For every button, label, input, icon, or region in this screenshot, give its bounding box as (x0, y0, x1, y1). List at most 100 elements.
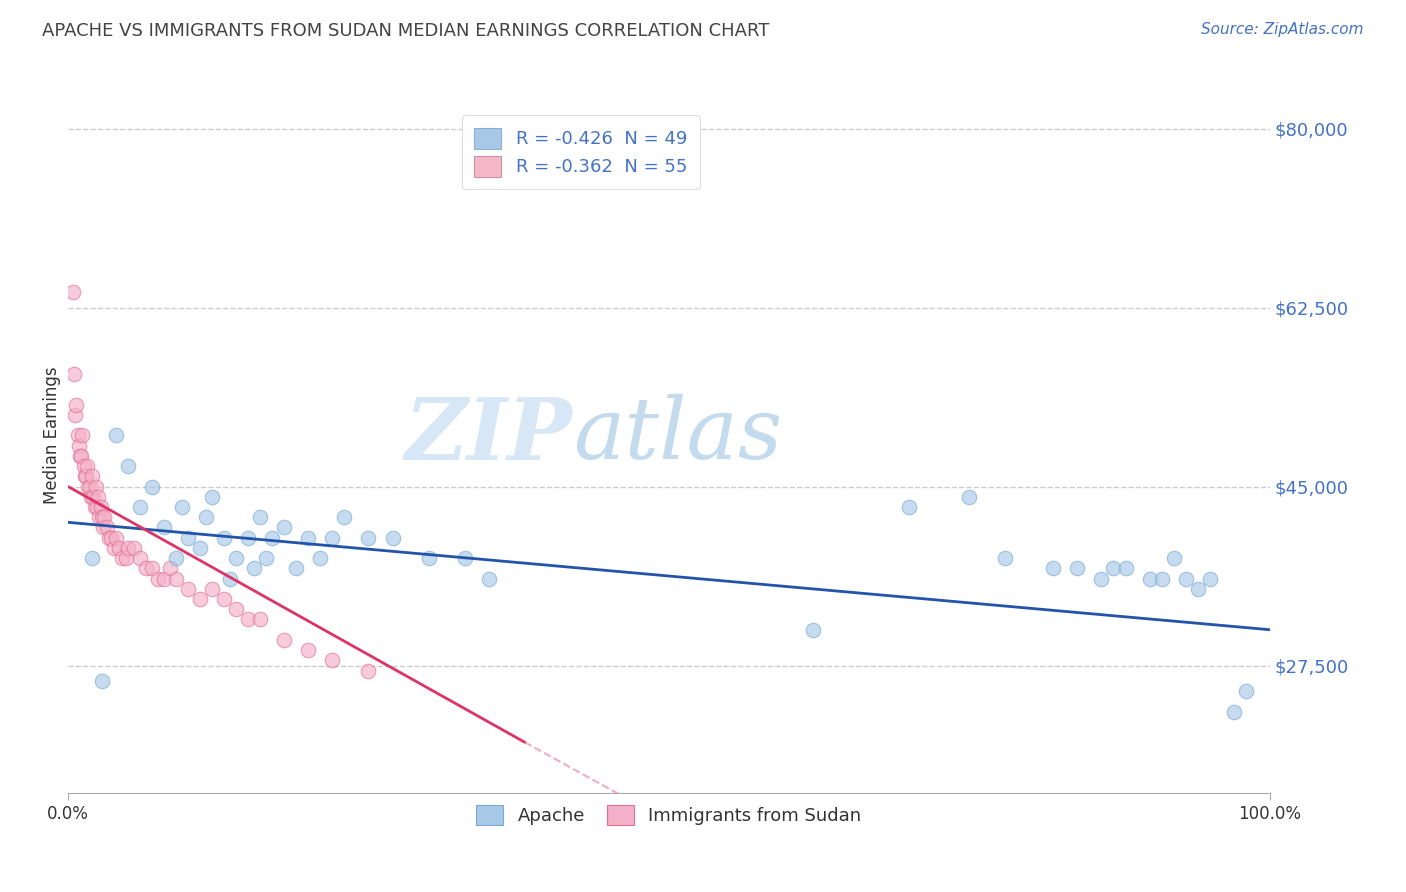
Point (321, 653, 343, 667)
Point (117, 459, 139, 474)
Point (103, 541, 125, 555)
Point (105, 428, 128, 442)
Point (195, 510, 218, 524)
Point (72, 428, 94, 442)
Point (254, 551, 277, 566)
Point (214, 592, 236, 607)
Point (225, 602, 247, 616)
Point (114, 551, 136, 566)
Point (93, 510, 115, 524)
Point (201, 582, 224, 596)
Point (478, 572, 501, 586)
Point (214, 531, 236, 545)
Point (898, 500, 921, 514)
Point (141, 561, 163, 575)
Point (249, 612, 271, 626)
Point (225, 551, 247, 566)
Point (1150, 572, 1173, 586)
Point (177, 531, 200, 545)
Point (91, 520, 114, 534)
Point (297, 643, 319, 657)
Point (159, 561, 181, 575)
Point (90, 673, 112, 688)
Point (129, 551, 152, 566)
Point (89, 500, 111, 514)
Point (82, 469, 104, 483)
Point (333, 510, 356, 524)
Point (1187, 582, 1209, 596)
Point (188, 541, 211, 555)
Point (357, 531, 380, 545)
Point (62, 285, 84, 300)
Point (82, 490, 104, 504)
Point (262, 531, 284, 545)
Point (243, 561, 266, 575)
Point (297, 531, 319, 545)
Point (219, 572, 242, 586)
Point (957, 490, 980, 504)
Point (1139, 572, 1161, 586)
Point (994, 551, 1017, 566)
Point (76, 459, 98, 474)
Point (107, 541, 129, 555)
Point (1198, 572, 1220, 586)
Point (75, 469, 97, 483)
Point (165, 572, 187, 586)
Point (188, 592, 211, 607)
Point (73, 459, 96, 474)
Point (177, 582, 200, 596)
Point (1042, 561, 1064, 575)
Point (1115, 561, 1137, 575)
Point (97, 531, 120, 545)
Text: ZIP: ZIP (405, 393, 572, 477)
Text: atlas: atlas (572, 394, 782, 476)
Point (73, 469, 96, 483)
Point (148, 572, 170, 586)
Point (135, 561, 157, 575)
Point (453, 551, 475, 566)
Point (309, 551, 332, 566)
Point (66, 428, 89, 442)
Point (153, 572, 176, 586)
Point (201, 490, 224, 504)
Point (84, 479, 107, 493)
Point (96, 520, 118, 534)
Point (238, 531, 260, 545)
Point (70, 449, 93, 463)
Text: APACHE VS IMMIGRANTS FROM SUDAN MEDIAN EARNINGS CORRELATION CHART: APACHE VS IMMIGRANTS FROM SUDAN MEDIAN E… (42, 22, 769, 40)
Point (117, 541, 139, 555)
Point (1090, 572, 1112, 586)
Point (86, 500, 108, 514)
Point (65, 398, 87, 412)
Point (1102, 561, 1125, 575)
Point (90, 510, 112, 524)
Point (83, 500, 105, 514)
Point (1174, 572, 1197, 586)
Point (238, 612, 260, 626)
Point (321, 531, 343, 545)
Point (153, 520, 176, 534)
Point (165, 551, 187, 566)
Point (273, 520, 295, 534)
Point (80, 490, 103, 504)
Point (69, 449, 91, 463)
Y-axis label: Median Earnings: Median Earnings (44, 367, 60, 504)
Point (1222, 705, 1244, 719)
Point (141, 479, 163, 493)
Point (77, 479, 100, 493)
Point (87, 490, 110, 504)
Text: Source: ZipAtlas.com: Source: ZipAtlas.com (1201, 22, 1364, 37)
Point (105, 531, 128, 545)
Point (285, 561, 308, 575)
Point (129, 500, 152, 514)
Point (100, 531, 122, 545)
Point (111, 551, 134, 566)
Point (172, 500, 194, 514)
Point (67, 439, 90, 453)
Point (418, 551, 440, 566)
Point (249, 510, 271, 524)
Point (122, 541, 145, 555)
Legend: Apache, Immigrants from Sudan: Apache, Immigrants from Sudan (467, 796, 870, 834)
Point (273, 632, 295, 647)
Point (357, 664, 380, 678)
